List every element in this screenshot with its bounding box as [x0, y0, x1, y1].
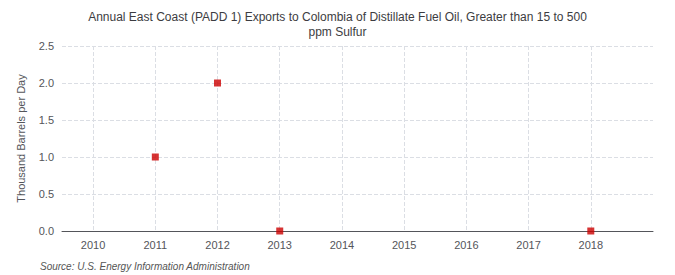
svg-text:1.5: 1.5 — [39, 114, 54, 126]
svg-text:1.0: 1.0 — [39, 151, 54, 163]
svg-text:2011: 2011 — [143, 239, 167, 251]
svg-text:0.0: 0.0 — [39, 225, 54, 237]
svg-text:2016: 2016 — [454, 239, 478, 251]
svg-text:Annual East Coast (PADD 1) Exp: Annual East Coast (PADD 1) Exports to Co… — [88, 10, 587, 24]
svg-text:2.5: 2.5 — [39, 40, 54, 52]
svg-text:2010: 2010 — [81, 239, 105, 251]
svg-text:2013: 2013 — [267, 239, 291, 251]
svg-text:2018: 2018 — [579, 239, 603, 251]
svg-text:2015: 2015 — [392, 239, 416, 251]
svg-text:Thousand Barrels per Day: Thousand Barrels per Day — [15, 74, 27, 203]
svg-text:0.5: 0.5 — [39, 188, 54, 200]
svg-text:ppm Sulfur: ppm Sulfur — [308, 25, 366, 39]
svg-text:2.0: 2.0 — [39, 77, 54, 89]
svg-text:2014: 2014 — [330, 239, 354, 251]
svg-text:2012: 2012 — [205, 239, 229, 251]
svg-text:2017: 2017 — [516, 239, 540, 251]
svg-text:Source: U.S. Energy Informatio: Source: U.S. Energy Information Administ… — [40, 261, 250, 272]
